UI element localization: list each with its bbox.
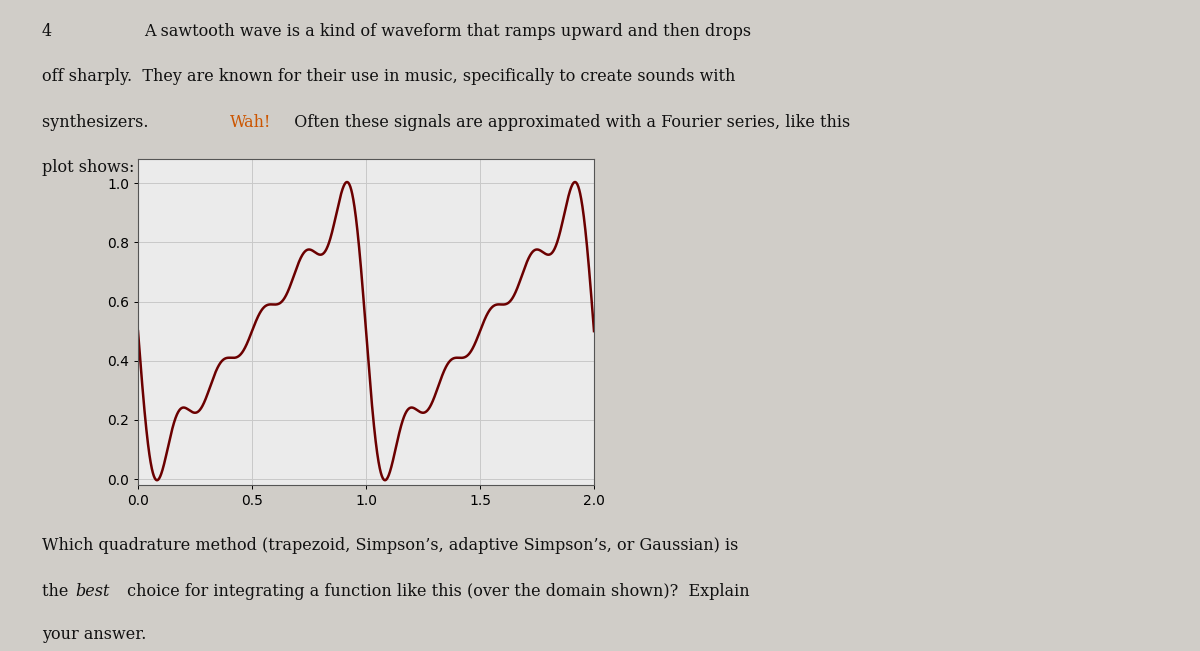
Text: synthesizers.: synthesizers. (42, 114, 154, 131)
Text: Often these signals are approximated with a Fourier series, like this: Often these signals are approximated wit… (284, 114, 851, 131)
Text: Which quadrature method (trapezoid, Simpson’s, adaptive Simpson’s, or Gaussian) : Which quadrature method (trapezoid, Simp… (42, 537, 738, 554)
Text: the: the (42, 583, 73, 600)
Text: best: best (76, 583, 110, 600)
Text: Wah!: Wah! (230, 114, 271, 131)
Text: 4: 4 (42, 23, 52, 40)
Text: A sawtooth wave is a kind of waveform that ramps upward and then drops: A sawtooth wave is a kind of waveform th… (144, 23, 751, 40)
Text: plot shows:: plot shows: (42, 159, 134, 176)
Text: your answer.: your answer. (42, 626, 146, 643)
Text: choice for integrating a function like this (over the domain shown)?  Explain: choice for integrating a function like t… (122, 583, 750, 600)
Text: off sharply.  They are known for their use in music, specifically to create soun: off sharply. They are known for their us… (42, 68, 736, 85)
